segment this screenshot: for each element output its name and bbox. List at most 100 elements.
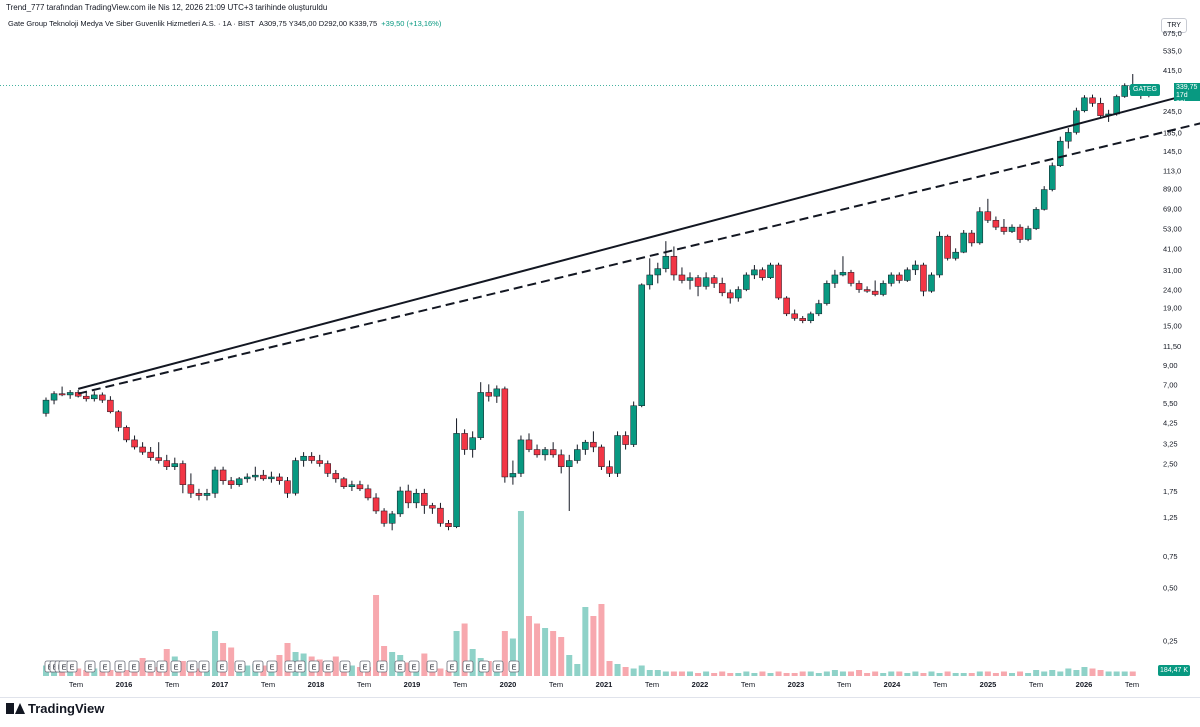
earnings-marker[interactable]: E: [284, 660, 296, 673]
time-axis[interactable]: Tem 2016 Tem 2017 Tem 2018 Tem 2019 Tem 2020 Tem 20…: [69, 680, 1139, 689]
volume-bar: [872, 671, 879, 676]
earnings-marker-label: E: [466, 665, 471, 672]
currency-selector[interactable]: TRY: [1161, 18, 1187, 33]
earnings-marker-box: [198, 660, 210, 673]
earnings-marker[interactable]: E: [156, 660, 168, 673]
volume-bar: [904, 673, 911, 676]
earnings-marker[interactable]: E: [66, 660, 78, 673]
volume-bar: [992, 673, 999, 676]
earnings-marker[interactable]: E: [376, 660, 388, 673]
ticker-badge: GATEG: [1130, 84, 1160, 96]
candle-body: [638, 284, 645, 406]
earnings-marker[interactable]: E: [198, 660, 210, 673]
month-tick-label: Tem: [1125, 680, 1139, 689]
earnings-marker[interactable]: E: [462, 660, 474, 673]
earnings-marker-box: [99, 660, 111, 673]
price-axis[interactable]: 675,0 535,0 415,0 245,0 185,0 145,0 113,0 89,00…: [1163, 29, 1182, 646]
earnings-marker[interactable]: E: [266, 660, 278, 673]
earnings-marker[interactable]: E: [234, 660, 246, 673]
candle-body: [904, 269, 911, 281]
volume-bar: [775, 671, 782, 676]
candle-body: [461, 433, 468, 450]
volume-badge: 184,47 K: [1158, 665, 1190, 676]
earnings-marker-label: E: [512, 665, 517, 672]
price-tick-label: 2,50: [1163, 460, 1178, 469]
earnings-marker[interactable]: E: [144, 660, 156, 673]
trendlines[interactable]: [77, 75, 1200, 395]
volume-bar: [968, 673, 975, 676]
candle-body: [509, 473, 517, 478]
candle-body: [888, 274, 895, 284]
earnings-marker[interactable]: E: [114, 660, 126, 673]
price-chart[interactable]: EEEEEEEEEEEEEEEEEEEEEEEEEEEEEEEEE 675,0 5…: [0, 0, 1200, 697]
volume-bar: [542, 628, 549, 676]
candle-body: [823, 283, 831, 304]
earnings-marker-box: [128, 660, 140, 673]
candle-body: [42, 399, 50, 414]
volume-bar: [260, 665, 267, 676]
year-tick-label: 2016: [116, 680, 133, 689]
earnings-marker[interactable]: E: [294, 660, 306, 673]
candle-body: [767, 264, 774, 278]
earnings-marker[interactable]: E: [252, 660, 264, 673]
candle-body: [58, 393, 66, 396]
candle-body: [590, 441, 597, 448]
volume-bar: [1089, 668, 1096, 676]
candle-body: [268, 476, 275, 480]
candle-body: [815, 303, 823, 315]
volume-bar: [831, 670, 838, 676]
candle-body: [1040, 189, 1048, 210]
candle-body: [783, 297, 790, 315]
earnings-marker[interactable]: E: [186, 660, 198, 673]
earnings-marker[interactable]: E: [446, 660, 458, 673]
candle-body: [727, 292, 734, 299]
earnings-marker[interactable]: E: [128, 660, 140, 673]
tradingview-brand[interactable]: TradingView: [6, 701, 104, 716]
earnings-marker[interactable]: E: [359, 660, 371, 673]
volume-bar: [1073, 670, 1080, 676]
candle-body: [155, 457, 162, 461]
last-price-value: 339,75: [1176, 84, 1198, 91]
volume-bar: [445, 670, 452, 676]
earnings-marker[interactable]: E: [84, 660, 96, 673]
earnings-marker[interactable]: E: [308, 660, 320, 673]
earnings-marker[interactable]: E: [478, 660, 490, 673]
earnings-marker-box: [114, 660, 126, 673]
year-tick-label: 2021: [596, 680, 613, 689]
earnings-marker[interactable]: E: [339, 660, 351, 673]
earnings-marker[interactable]: E: [408, 660, 420, 673]
earnings-marker[interactable]: E: [170, 660, 182, 673]
candle-body: [1121, 85, 1128, 97]
earnings-marker[interactable]: E: [426, 660, 438, 673]
earnings-marker[interactable]: E: [216, 660, 228, 673]
candle-body: [855, 283, 863, 290]
candle-body: [260, 474, 267, 480]
candle-body: [1073, 110, 1080, 133]
volume-bar: [678, 671, 685, 676]
solid-trendline[interactable]: [77, 75, 1200, 390]
volume-bar: [654, 670, 661, 676]
volume-bar: [99, 670, 106, 676]
candle-body: [1024, 228, 1032, 240]
earnings-marker-box: [186, 660, 198, 673]
price-tick-label: 31,00: [1163, 266, 1182, 275]
candle-body: [646, 274, 653, 286]
earnings-marker[interactable]: E: [322, 660, 334, 673]
candle-body: [372, 497, 380, 512]
volume-bar: [719, 671, 726, 676]
candle-body: [775, 264, 782, 299]
earnings-markers[interactable]: EEEEEEEEEEEEEEEEEEEEEEEEEEEEEEEEE: [44, 660, 520, 673]
volume-bar: [558, 637, 565, 676]
volume-bar: [1057, 671, 1064, 676]
candle-body: [952, 251, 959, 259]
earnings-marker[interactable]: E: [394, 660, 406, 673]
volume-bar: [284, 643, 291, 676]
earnings-marker[interactable]: E: [492, 660, 504, 673]
candle-body: [195, 492, 203, 496]
dashed-trendline[interactable]: [77, 109, 1200, 395]
candle-body: [1000, 226, 1008, 232]
earnings-marker[interactable]: E: [508, 660, 520, 673]
earnings-marker[interactable]: E: [99, 660, 111, 673]
candle-body: [493, 388, 501, 397]
year-tick-label: 2024: [884, 680, 902, 689]
